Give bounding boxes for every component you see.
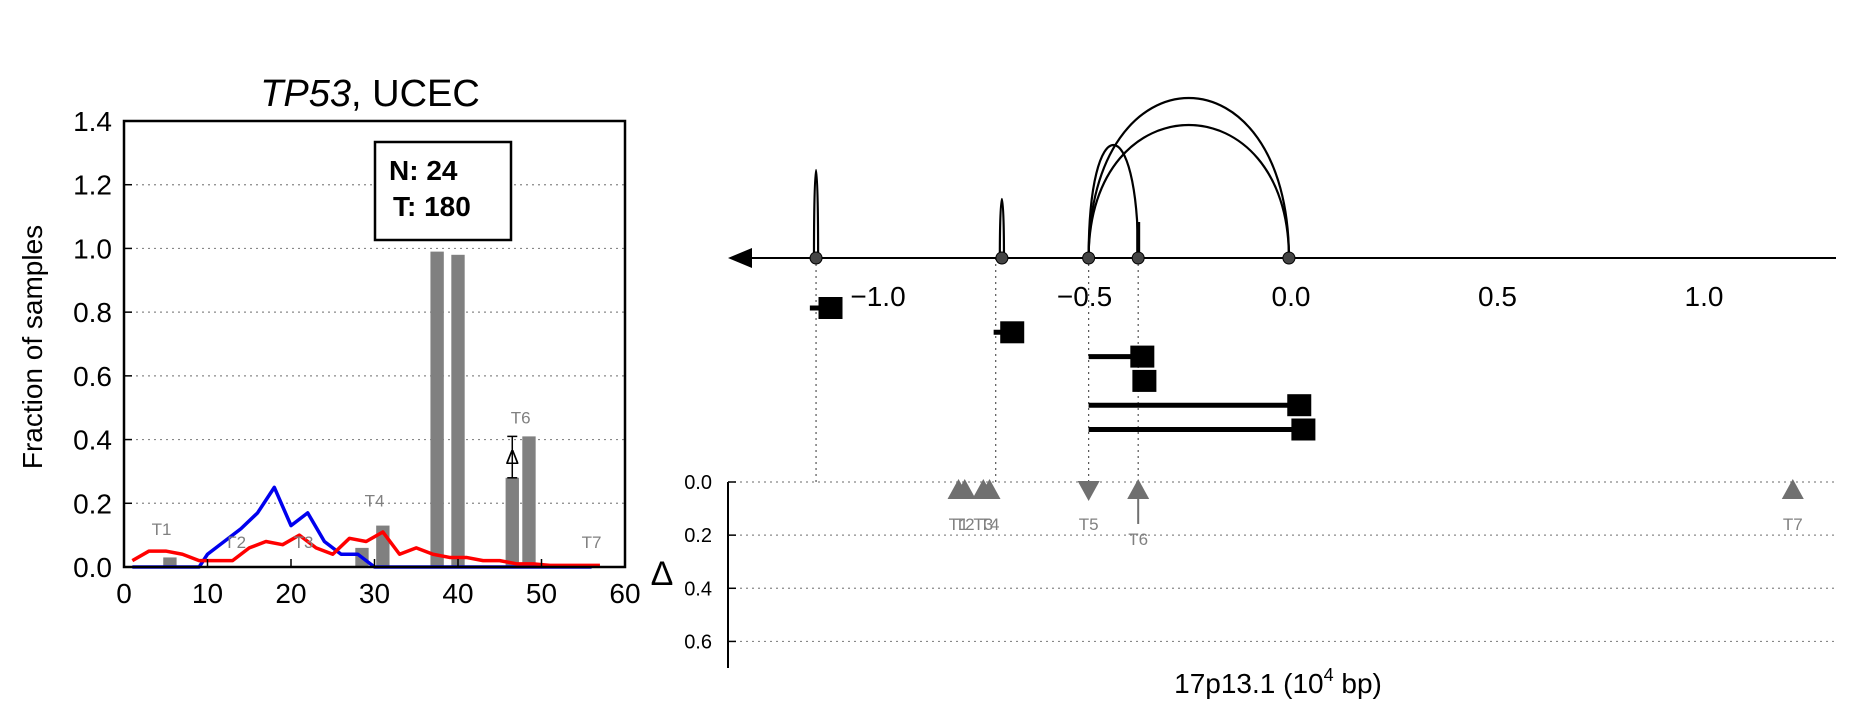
triangle-down-icon [1077, 480, 1100, 501]
genomic-axis-label-sup: 4 [1324, 665, 1334, 685]
transcript-exon [1132, 369, 1157, 392]
transcript-label: T4 [365, 491, 385, 510]
transcript-label: T1 [152, 520, 172, 539]
axis-arrow-icon [728, 248, 752, 268]
delta-tick-label: 0.2 [684, 525, 712, 547]
delta-axis-label: Δ [651, 555, 674, 593]
y-tick-label: 0.8 [73, 297, 112, 328]
marker-label: T6 [1128, 530, 1148, 549]
y-tick-label: 1.0 [73, 233, 112, 264]
junction-arc [812, 168, 820, 259]
y-tick-label: 0.2 [73, 488, 112, 519]
genomic-tick-label: 1.0 [1685, 281, 1724, 312]
y-tick-label: 0.4 [73, 425, 112, 456]
x-tick-label: 30 [359, 578, 390, 609]
x-tick-label: 20 [275, 578, 306, 609]
splice-diagram-panel: −1.0 −0.5 0.0 0.5 1.0 0.00.20.40.6 Δ T1T2T3T… [651, 96, 1836, 699]
marker-label: T1 [949, 515, 969, 534]
transcript-labels: T1 Γ2 T3 T4 T6 T7 [152, 409, 602, 552]
counts-box-frame [373, 140, 513, 242]
transcript-exon [818, 297, 843, 319]
junction-node [1131, 251, 1145, 265]
x-tick-label: 40 [442, 578, 473, 609]
triangle-up-icon [1781, 478, 1804, 499]
junction-arc [1087, 96, 1291, 259]
y-tick-label: 1.2 [73, 170, 112, 201]
x-tick-label: 50 [526, 578, 557, 609]
bar [505, 477, 519, 567]
genomic-tick-label: 0.0 [1272, 281, 1311, 312]
junction-node [1282, 251, 1296, 265]
delta-tick-label: 0.6 [684, 631, 712, 653]
marker-label: T3 [973, 515, 993, 534]
junction-node [995, 251, 1009, 265]
transcript-exon [1130, 345, 1155, 368]
genomic-axis-label: 17p13.1 (104 bp) [1174, 665, 1382, 699]
triangle-up-icon [978, 478, 1001, 499]
bars [163, 251, 536, 568]
y-tick-label: 1.4 [73, 106, 112, 137]
y-tick-label: 0.0 [73, 552, 112, 583]
marker-label: T5 [1079, 515, 1099, 534]
bar [522, 436, 536, 567]
genomic-tick-label: −1.0 [850, 281, 905, 312]
junction-node [1082, 251, 1096, 265]
junction-arc [1087, 123, 1291, 259]
transcript-label: T6 [511, 409, 531, 428]
triangle-up-icon [1127, 478, 1150, 499]
tumor-count: T: 180 [393, 191, 471, 222]
junction-arcs [812, 96, 1291, 259]
x-tick-label: 10 [192, 578, 223, 609]
guide-lines [815, 258, 1139, 482]
junction-arc [998, 198, 1006, 259]
transcript-exon [1287, 394, 1312, 417]
genomic-axis-label-main: 17p13.1 (10 [1174, 668, 1323, 699]
junction-node [809, 251, 823, 265]
junction-nodes [809, 251, 1296, 265]
genomic-tick-labels: −1.0 −0.5 0.0 0.5 1.0 [850, 281, 1723, 312]
delta-label: Δ [506, 447, 519, 469]
series-line [131, 530, 600, 568]
chart-title: TP53, UCEC [260, 73, 480, 115]
chart-title-gene: TP53 [260, 73, 351, 115]
delta-tick-label: 0.0 [684, 472, 712, 494]
delta-tick-label: 0.4 [684, 578, 712, 600]
delta-grid-lines: 0.0 0.2 0.4 0.6 [684, 472, 1836, 653]
x-tick-label: 0 [116, 578, 132, 609]
bar [163, 557, 177, 567]
y-tick-label: 0.6 [73, 361, 112, 392]
transcript-structures [809, 297, 1316, 441]
transcript-label: T3 [294, 533, 314, 552]
bar [451, 254, 465, 568]
transcript-exon [1000, 321, 1025, 344]
marker-label: T7 [1783, 515, 1803, 534]
y-axis-label: Fraction of samples [17, 225, 48, 469]
genomic-tick-label: 0.5 [1478, 281, 1517, 312]
transcript-label: T7 [582, 533, 602, 552]
junction-arc [1087, 144, 1140, 259]
chart-title-rest: , UCEC [351, 73, 480, 115]
bar [430, 251, 444, 567]
genomic-tick-label: −0.5 [1057, 281, 1112, 312]
x-tick-label: 60 [609, 578, 640, 609]
genomic-axis-label-tail: bp) [1334, 668, 1382, 699]
transcript-exon [1291, 418, 1316, 441]
transcript-label: Γ2 [227, 533, 246, 552]
marker-label: T4 [980, 515, 1000, 534]
normal-count: N: 24 [389, 155, 458, 186]
genomic-axis [728, 248, 1836, 268]
axis-ticks: 0.0 0.2 0.4 0.6 0.8 1.0 1.2 1.4 0 10 20 30 40 50 60 [73, 106, 641, 609]
triangle-up-icon [953, 478, 976, 499]
marker-label: T2 [955, 515, 975, 534]
counts-box: N: 24 T: 180 [373, 140, 513, 242]
delta-marker: Δ [506, 435, 519, 479]
